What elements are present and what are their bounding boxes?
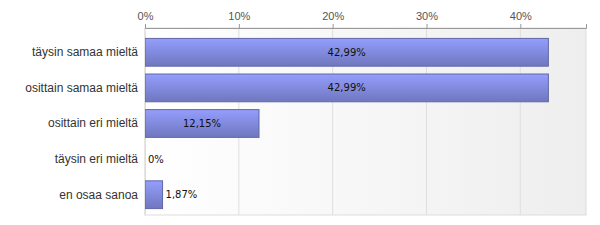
x-tick-label: 20% <box>322 10 344 22</box>
category-label: osittain samaa mieltä <box>25 81 138 95</box>
plot-background <box>145 28 586 215</box>
x-axis-line <box>146 24 587 29</box>
y-tick: täysin samaa mieltä <box>32 45 138 59</box>
x-tick: 30% <box>416 10 438 28</box>
data-label: 1,87% <box>166 189 198 200</box>
bar <box>145 74 548 102</box>
category-label: täysin samaa mieltä <box>32 45 138 59</box>
x-axis: 0% 10% 20% 30% 40% <box>138 10 587 29</box>
x-tick: 0% <box>138 10 154 28</box>
category-label: en osaa sanoa <box>59 188 138 202</box>
x-tick: 40% <box>510 10 532 28</box>
data-labels: 42,99% 42,99% 12,15% 0% 1,87% <box>148 47 366 200</box>
y-axis: täysin samaa mieltä osittain samaa mieltä… <box>25 33 145 216</box>
x-tick-label: 0% <box>138 10 154 22</box>
chart: 0% 10% 20% 30% 40% täysin samaa mieltä osittai… <box>0 0 600 225</box>
data-label: 0% <box>148 154 164 165</box>
x-tick-label: 10% <box>228 10 250 22</box>
bar <box>145 145 146 173</box>
x-tick-mark <box>333 24 334 28</box>
x-tick-mark <box>520 24 521 28</box>
category-label: täysin eri mieltä <box>55 152 139 166</box>
x-tick-mark <box>426 24 427 28</box>
bars <box>145 38 548 208</box>
x-tick: 10% <box>228 10 250 28</box>
x-tick-mark <box>145 24 146 28</box>
data-label: 12,15% <box>183 118 221 129</box>
y-tick: en osaa sanoa <box>59 188 138 202</box>
bar <box>145 181 163 209</box>
bar <box>145 110 259 138</box>
y-tick: täysin eri mieltä <box>55 152 139 166</box>
category-label: osittain eri mieltä <box>48 116 138 130</box>
x-tick-label: 40% <box>510 10 532 22</box>
bar <box>145 38 548 66</box>
data-label: 42,99% <box>328 47 366 58</box>
x-tick: 20% <box>322 10 344 28</box>
x-tick-label: 30% <box>416 10 438 22</box>
x-tick-mark <box>239 24 240 28</box>
data-label: 42,99% <box>328 82 366 93</box>
y-tick: osittain samaa mieltä <box>25 81 138 95</box>
y-tick: osittain eri mieltä <box>48 116 138 130</box>
